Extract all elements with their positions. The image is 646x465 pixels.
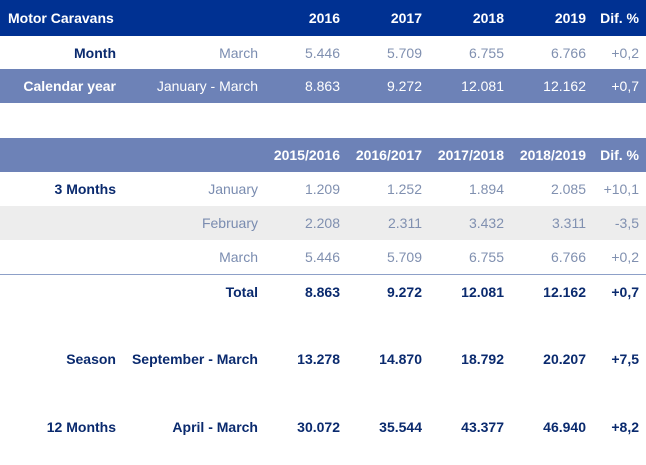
dif-header: Dif. %: [600, 147, 639, 163]
year-header: 2018: [472, 10, 504, 26]
value-cell: 12.162: [543, 284, 586, 300]
value-cell: 9.272: [386, 78, 422, 94]
year-header: 2017: [390, 10, 422, 26]
value-cell: 3.311: [552, 215, 586, 231]
season-header: 2018/2019: [519, 147, 586, 163]
table-row-total: Total 8.863 9.272 12.081 12.162 +0,7: [0, 275, 646, 309]
value-cell: 1.894: [468, 181, 504, 197]
value-cell: 20.207: [543, 351, 586, 367]
row-period: September - March: [131, 351, 258, 367]
table-row-february: February 2.208 2.311 3.432 3.311 -3,5: [0, 206, 646, 240]
dif-cell: +0,2: [611, 45, 639, 61]
year-header: 2016: [308, 10, 340, 26]
dif-cell: +0,7: [611, 78, 639, 94]
dif-cell: +0,7: [611, 284, 639, 300]
value-cell: 14.870: [379, 351, 422, 367]
value-cell: 6.755: [468, 45, 504, 61]
value-cell: 12.081: [461, 78, 504, 94]
value-cell: 8.863: [304, 78, 340, 94]
table-title: Motor Caravans: [8, 10, 114, 26]
value-cell: 13.278: [297, 351, 340, 367]
value-cell: 1.209: [304, 181, 340, 197]
row-label: Season: [66, 351, 116, 367]
row-label: 3 Months: [54, 181, 116, 197]
value-cell: 30.072: [297, 419, 340, 435]
value-cell: 5.709: [386, 249, 422, 265]
value-cell: 2.311: [388, 215, 422, 231]
row-period: January: [208, 181, 258, 197]
row-label: Total: [225, 284, 258, 300]
season-header: 2016/2017: [355, 147, 422, 163]
value-cell: 2.085: [550, 181, 586, 197]
table-row-march: March 5.446 5.709 6.755 6.766 +0,2: [0, 240, 646, 274]
row-label: 12 Months: [46, 419, 116, 435]
value-cell: 2.208: [304, 215, 340, 231]
dif-cell: +0,2: [611, 249, 639, 265]
calendar-year-row: Calendar year January - March 8.863 9.27…: [0, 69, 646, 103]
season-header: 2015/2016: [273, 147, 340, 163]
season-header: 2017/2018: [437, 147, 504, 163]
value-cell: 12.081: [461, 284, 504, 300]
table-row-january: 3 Months January 1.209 1.252 1.894 2.085…: [0, 172, 646, 206]
value-cell: 6.755: [468, 249, 504, 265]
row-period: January - March: [156, 78, 258, 94]
value-cell: 6.766: [550, 45, 586, 61]
dif-header: Dif. %: [600, 10, 639, 26]
row-period: April - March: [172, 419, 258, 435]
row-period: February: [201, 215, 258, 231]
table-header-years: Motor Caravans 2016 2017 2018 2019 Dif. …: [0, 0, 646, 36]
value-cell: 35.544: [379, 419, 422, 435]
twelve-months-row: 12 Months April - March 30.072 35.544 43…: [0, 410, 646, 444]
row-period: March: [219, 249, 258, 265]
year-header: 2019: [554, 10, 586, 26]
row-label: Month: [74, 45, 116, 61]
season-row: Season September - March 13.278 14.870 1…: [0, 342, 646, 376]
value-cell: 46.940: [543, 419, 586, 435]
value-cell: 3.432: [468, 215, 504, 231]
value-cell: 5.446: [304, 249, 340, 265]
row-period: March: [219, 45, 258, 61]
dif-cell: +7,5: [611, 351, 639, 367]
value-cell: 18.792: [461, 351, 504, 367]
value-cell: 12.162: [543, 78, 586, 94]
value-cell: 43.377: [461, 419, 504, 435]
value-cell: 5.709: [386, 45, 422, 61]
value-cell: 5.446: [304, 45, 340, 61]
total-divider: [0, 274, 646, 275]
value-cell: 8.863: [304, 284, 340, 300]
dif-cell: +10,1: [603, 181, 639, 197]
table-header-seasons: 2015/2016 2016/2017 2017/2018 2018/2019 …: [0, 138, 646, 172]
value-cell: 1.252: [386, 181, 422, 197]
dif-cell: -3,5: [614, 215, 639, 231]
month-row: Month March 5.446 5.709 6.755 6.766 +0,2: [0, 36, 646, 70]
value-cell: 9.272: [386, 284, 422, 300]
value-cell: 6.766: [550, 249, 586, 265]
dif-cell: +8,2: [611, 419, 639, 435]
row-label: Calendar year: [23, 78, 116, 94]
